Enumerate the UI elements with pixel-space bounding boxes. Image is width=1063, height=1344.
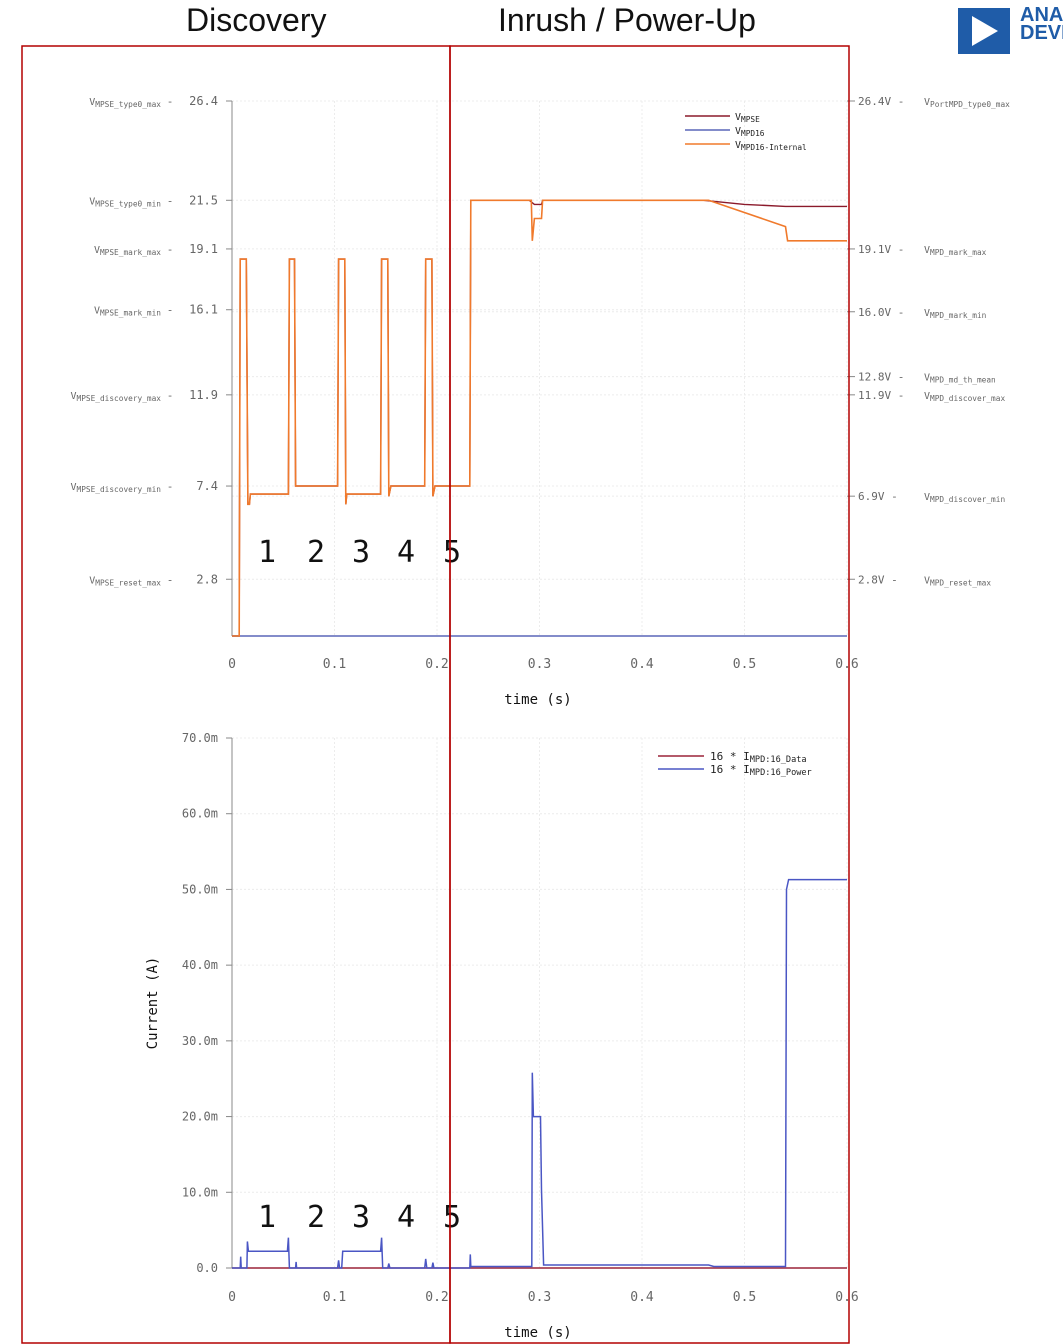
v-y-tick-label: 19.1 xyxy=(189,242,218,256)
i-legend-label: 16 * IMPD:16_Power xyxy=(710,763,812,778)
i-y-axis-label: Current (A) xyxy=(145,957,161,1050)
i-x-axis-label: time (s) xyxy=(504,1325,571,1341)
i-interval-number: 1 xyxy=(258,1200,276,1235)
v-right-limit-label: VPortMPD_type0_max xyxy=(924,97,1010,109)
v-y-tick-label: 26.4 xyxy=(189,94,218,108)
v-x-tick-label: 0.1 xyxy=(323,657,346,672)
i-y-tick-label: 20.0m xyxy=(182,1110,218,1124)
v-right-value-label: 12.8V - xyxy=(858,371,904,384)
v-right-limit-label: VMPD_reset_max xyxy=(924,575,991,587)
i-interval-number: 5 xyxy=(443,1200,461,1235)
v-left-limit-label: VMPSE_type0_min xyxy=(89,196,161,208)
v-left-dash: - xyxy=(167,95,174,108)
i-y-tick-label: 60.0m xyxy=(182,807,218,821)
v-left-limit-label: VMPSE_mark_max xyxy=(94,245,161,257)
v-right-limit-label: VMPD_discover_max xyxy=(924,391,1005,403)
v-left-dash: - xyxy=(167,573,174,586)
v-left-limit-label: VMPSE_discovery_min xyxy=(70,482,161,494)
i-interval-number: 2 xyxy=(307,1200,325,1235)
v-x-tick-label: 0.5 xyxy=(733,657,756,672)
v-right-value-label: 11.9V - xyxy=(858,389,904,402)
i-x-tick-label: 0 xyxy=(228,1290,236,1305)
v-interval-number: 5 xyxy=(443,535,461,570)
i-y-tick-label: 0.0 xyxy=(196,1261,218,1275)
v-left-dash: - xyxy=(167,194,174,207)
v-x-tick-label: 0 xyxy=(228,657,236,672)
i-interval-number: 3 xyxy=(352,1200,370,1235)
v-left-dash: - xyxy=(167,304,174,317)
v-left-limit-label: VMPSE_mark_min xyxy=(94,306,161,318)
i-y-tick-label: 70.0m xyxy=(182,731,218,745)
i-y-tick-label: 40.0m xyxy=(182,958,218,972)
v-x-axis-label: time (s) xyxy=(504,692,571,708)
v-interval-number: 3 xyxy=(352,535,370,570)
v-x-tick-label: 0.4 xyxy=(630,657,654,672)
v-legend-label: VMPSE xyxy=(735,112,760,124)
v-y-tick-label: 11.9 xyxy=(189,388,218,402)
v-right-limit-label: VMPD_mark_min xyxy=(924,308,986,320)
v-y-tick-label: 16.1 xyxy=(189,303,218,317)
v-right-value-label: 16.0V - xyxy=(858,306,904,319)
i-interval-number: 4 xyxy=(397,1200,415,1235)
v-x-tick-label: 0.6 xyxy=(835,657,858,672)
discovery-frame xyxy=(22,46,450,1343)
i-x-tick-label: 0.6 xyxy=(835,1290,858,1305)
v-x-tick-label: 0.3 xyxy=(528,657,551,672)
v-right-value-label: 19.1V - xyxy=(858,243,904,256)
v-left-limit-label: VMPSE_discovery_max xyxy=(70,391,161,403)
i-x-tick-label: 0.2 xyxy=(425,1290,448,1305)
v-right-value-label: 26.4V - xyxy=(858,95,904,108)
v-left-dash: - xyxy=(167,243,174,256)
v-left-dash: - xyxy=(167,389,174,402)
v-y-tick-label: 7.4 xyxy=(196,479,218,493)
v-left-limit-label: VMPSE_reset_max xyxy=(89,575,161,587)
v-right-limit-label: VMPD_md_th_mean xyxy=(924,373,996,385)
i-x-tick-label: 0.3 xyxy=(528,1290,551,1305)
i-x-tick-label: 0.4 xyxy=(630,1290,654,1305)
v-interval-number: 1 xyxy=(258,535,276,570)
v-right-limit-label: VMPD_mark_max xyxy=(924,245,987,257)
v-y-tick-label: 2.8 xyxy=(196,572,218,586)
v-legend-label: VMPD16 xyxy=(735,126,765,138)
i-x-tick-label: 0.1 xyxy=(323,1290,346,1305)
i-x-tick-label: 0.5 xyxy=(733,1290,756,1305)
i-y-tick-label: 30.0m xyxy=(182,1034,218,1048)
v-y-tick-label: 21.5 xyxy=(189,193,218,207)
v-left-dash: - xyxy=(167,480,174,493)
v-right-value-label: 6.9V - xyxy=(858,490,898,503)
v-legend-label: VMPD16-Internal xyxy=(735,140,807,152)
i-y-tick-label: 10.0m xyxy=(182,1185,218,1199)
v-left-limit-label: VMPSE_type0_max xyxy=(89,97,161,109)
v-x-tick-label: 0.2 xyxy=(425,657,448,672)
v-interval-number: 2 xyxy=(307,535,325,570)
i-y-tick-label: 50.0m xyxy=(182,882,218,896)
v-right-limit-label: VMPD_discover_min xyxy=(924,492,1005,504)
v-interval-number: 4 xyxy=(397,535,415,570)
v-right-value-label: 2.8V - xyxy=(858,573,898,586)
